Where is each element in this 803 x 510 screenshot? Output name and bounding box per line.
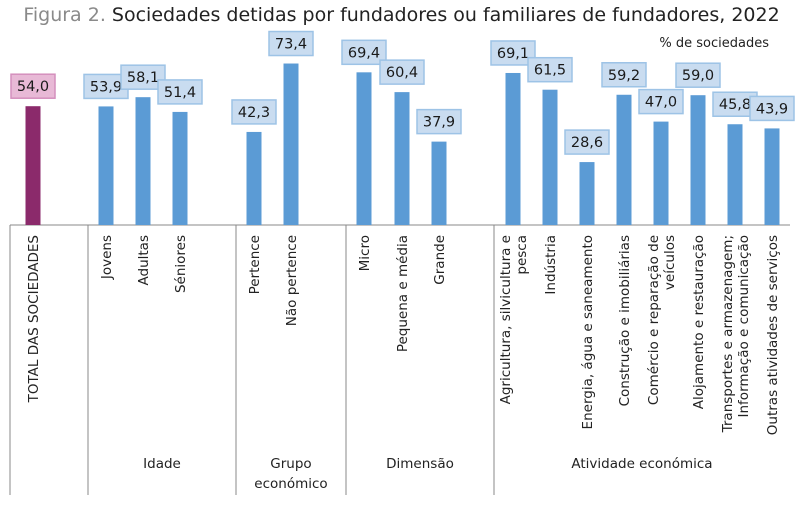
data-label-box [527,56,573,83]
category-label: Adultas [136,235,152,285]
category-label: veículos [662,235,678,290]
category-label: Alojamento e restauração [691,235,707,409]
data-label: 45,8 [719,97,751,113]
data-label: 59,2 [608,68,640,84]
bar [653,121,669,225]
bar [579,162,595,225]
data-label: 42,3 [238,105,270,121]
group-label: Dimensão [386,456,454,472]
chart-title: Figura 2. Sociedades detidas por fundado… [0,4,803,26]
bar [431,141,447,225]
bar [172,111,188,225]
bar [727,124,743,225]
category-label: Informação e comunicação [736,235,752,417]
data-label: 73,4 [275,37,307,53]
data-label-box [231,99,277,125]
data-label: 37,9 [423,115,455,131]
group-label: Atividade económica [571,456,712,472]
data-label-box [601,62,647,88]
data-label-box [638,88,684,115]
data-label: 59,0 [682,68,714,84]
bar [542,89,558,225]
bar [394,92,410,226]
bar [505,72,521,225]
bar [98,106,114,225]
category-label: Comércio e reparação de [646,235,662,405]
bar [356,72,372,225]
category-label: Pequena e média [395,235,411,352]
category-label: TOTAL DAS SOCIEDADES [26,235,42,403]
data-label: 69,4 [348,45,380,61]
data-label-box [268,30,314,57]
bar [135,97,151,225]
bar [246,131,262,225]
chart-title-text: Sociedades detidas por fundadores ou fam… [111,4,780,26]
unit-label: % de sociedades [659,36,769,51]
data-label: 60,4 [386,65,418,81]
bar [690,95,706,225]
data-label: 43,9 [756,101,788,117]
bar [616,94,632,225]
category-label: Energia, água e saneamento [580,235,596,429]
data-label: 47,0 [645,95,677,111]
category-label: Pertence [247,235,263,294]
group-label: Idade [143,456,181,472]
data-label-box [416,108,462,135]
category-label: pesca [514,235,530,275]
data-label-box [157,79,203,105]
bar [25,106,41,225]
category-label: Séniores [173,235,189,293]
category-label: Construção e imobiliárias [617,235,633,406]
category-label: Outras atividades de serviços [765,235,781,435]
group-label: Grupo [270,456,311,472]
data-label-box [10,73,56,99]
data-label: 69,1 [497,46,529,62]
category-label: Agricultura, silvicultura e [498,235,514,404]
category-label: Não pertence [284,235,300,326]
bar [764,128,780,225]
data-label-box [675,62,721,88]
data-label: 53,9 [90,79,122,95]
category-label: Indústria [543,235,559,295]
data-label: 61,5 [534,63,566,79]
category-label: Transportes e armazenagem; [720,235,736,433]
data-label-box [749,95,795,122]
data-label-box [341,39,387,66]
data-label: 51,4 [164,85,196,101]
data-label: 58,1 [127,70,159,86]
category-label: Micro [357,235,373,271]
bar [283,63,299,225]
data-label-box [379,59,425,85]
category-label: Grande [432,235,448,285]
group-label: económico [254,476,327,492]
data-label-box [120,64,166,90]
data-label-box [564,129,610,155]
data-label: 28,6 [571,135,603,151]
category-label: Jovens [99,235,115,280]
data-label: 54,0 [17,79,49,95]
figure-number: Figura 2. [23,4,106,26]
